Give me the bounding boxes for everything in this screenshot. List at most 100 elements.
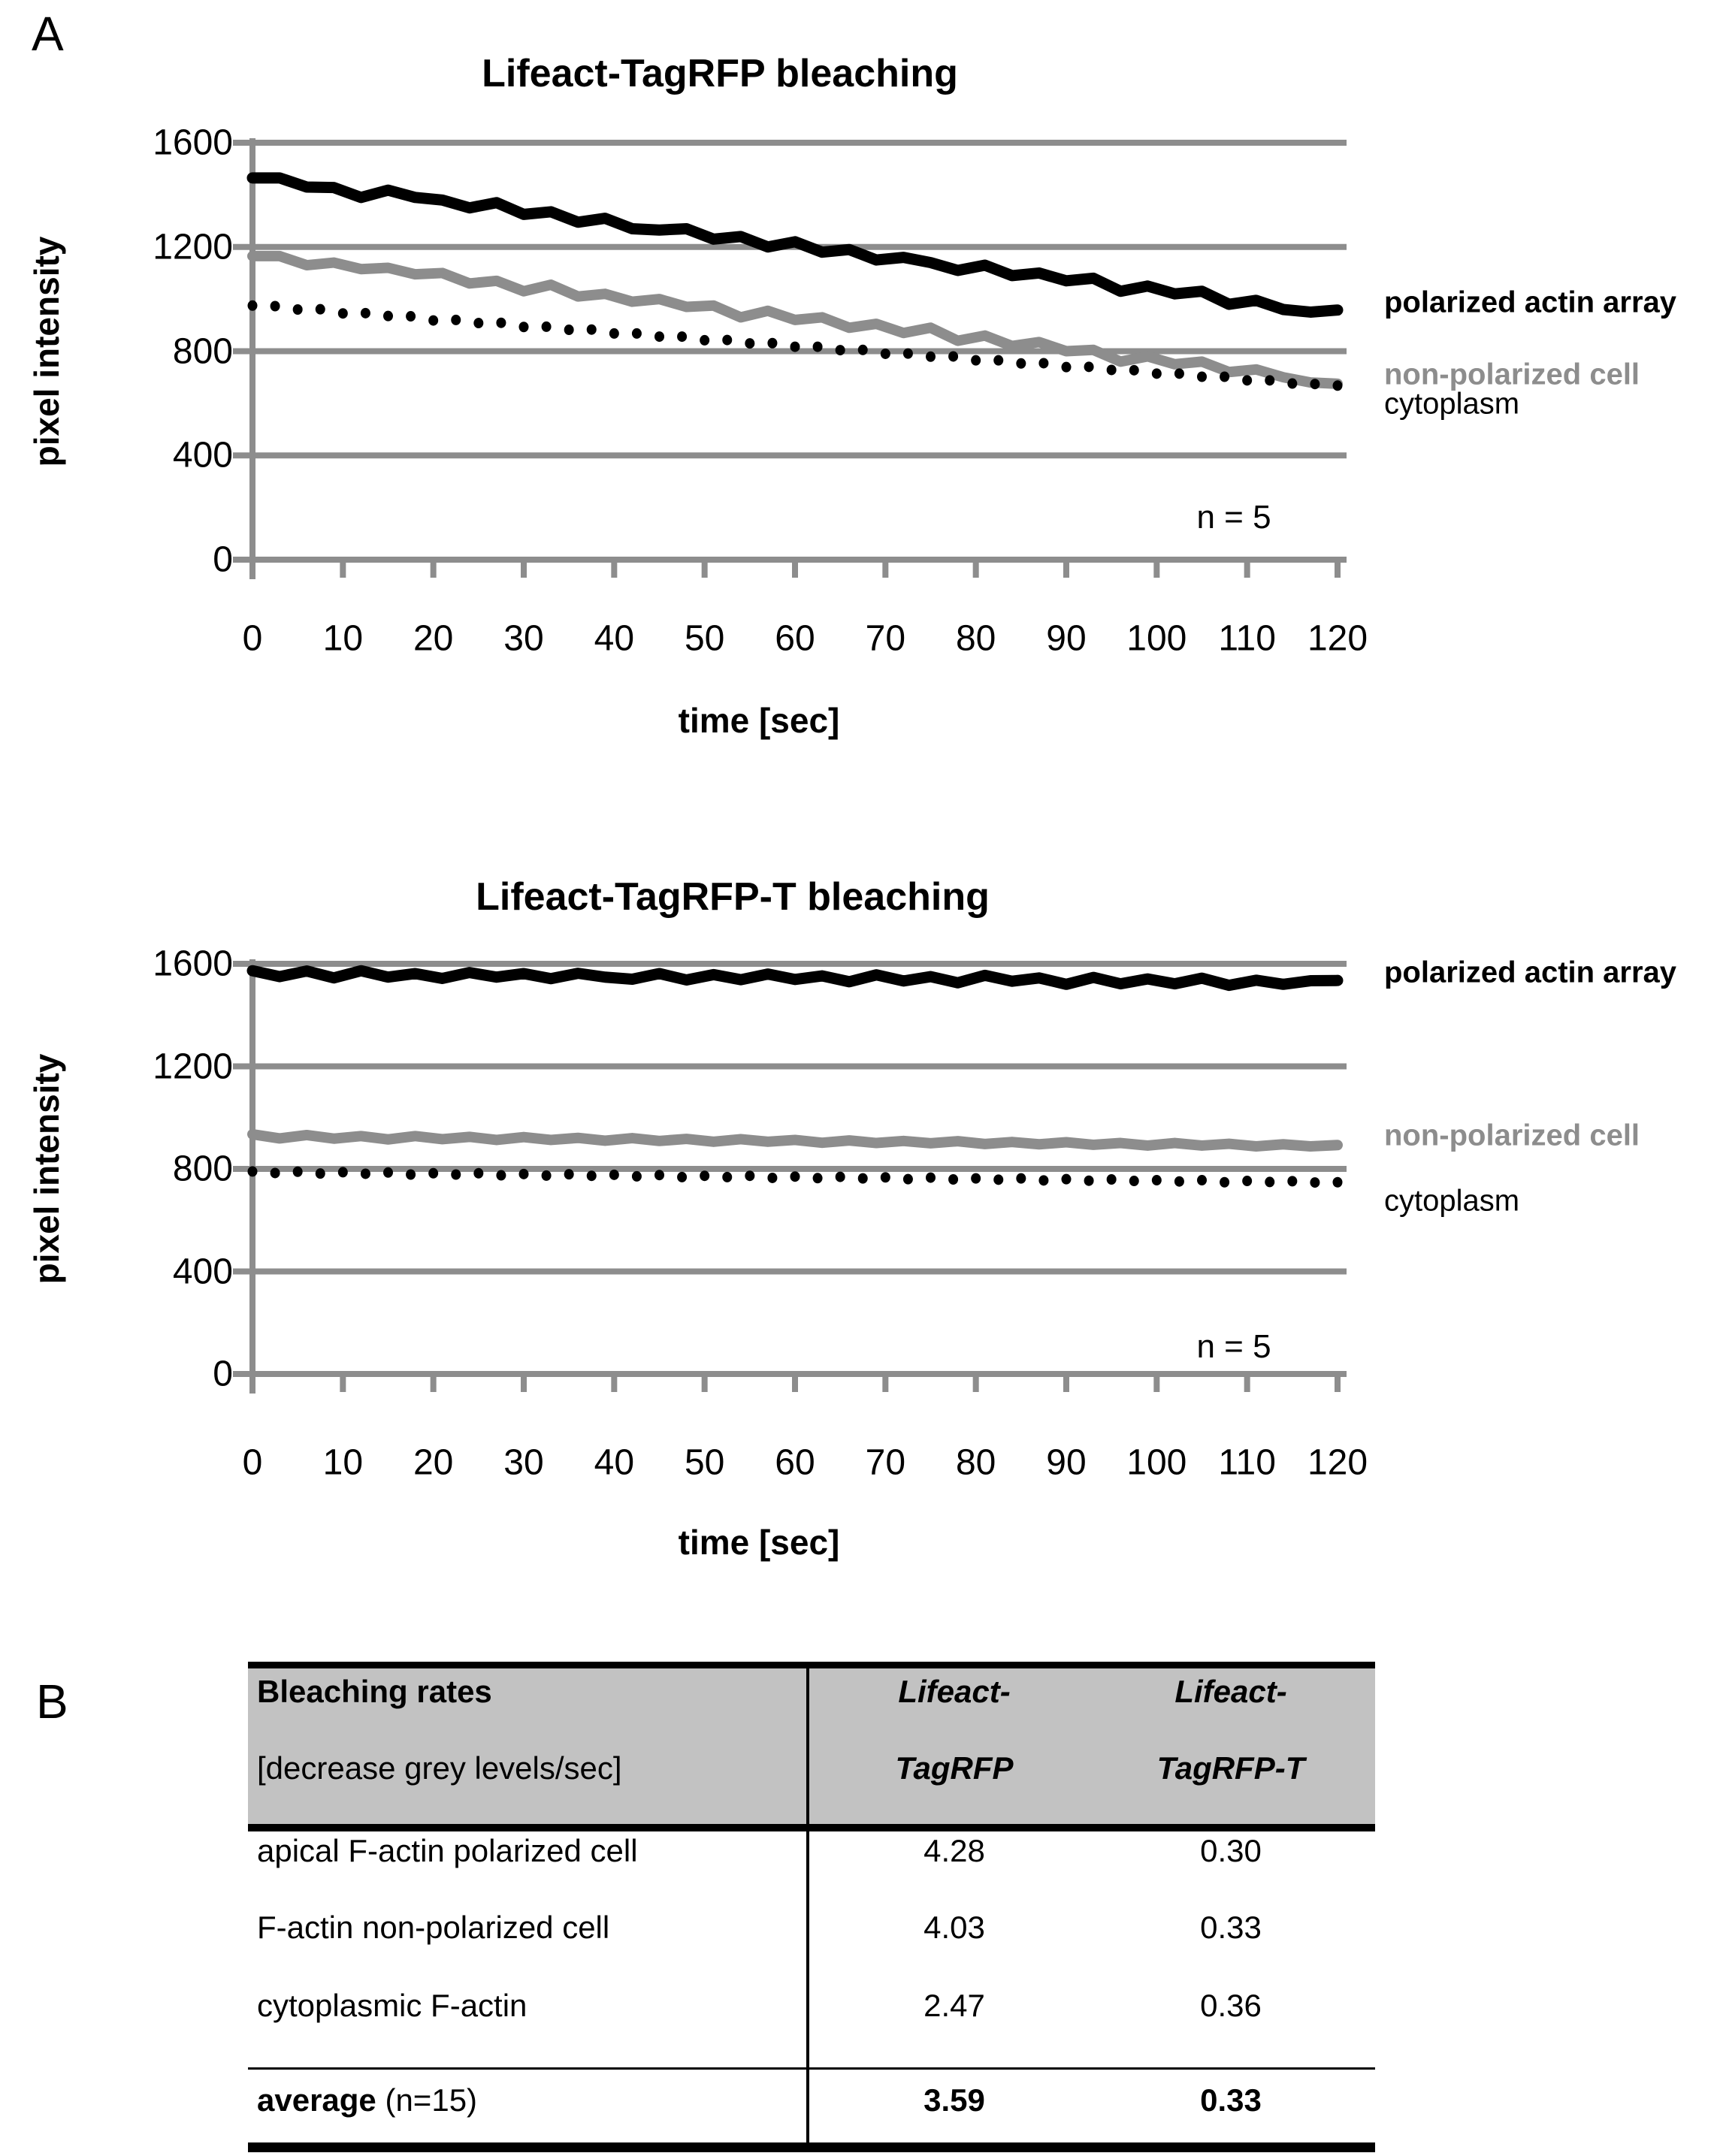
series-dot-cytoplasm	[473, 1167, 484, 1179]
series-dot-cytoplasm	[609, 328, 619, 339]
x-tick-label: 30	[503, 1442, 544, 1483]
series-dot-cytoplasm	[993, 1174, 1004, 1185]
x-tick-label: 20	[413, 618, 454, 659]
row-label: cytoplasmic F-actin	[257, 1988, 528, 2023]
chart2-n-annotation: n = 5	[1196, 1328, 1271, 1365]
x-tick-label: 90	[1046, 1442, 1087, 1483]
y-tick-label: 1200	[153, 1046, 233, 1086]
series-dot-cytoplasm	[902, 1173, 913, 1185]
series-dot-cytoplasm	[1106, 1173, 1117, 1185]
series-dot-cytoplasm	[541, 1170, 552, 1181]
row-tagrfp-value: 4.03	[924, 1910, 985, 1945]
series-dot-cytoplasm	[383, 310, 393, 322]
series-dot-cytoplasm	[337, 308, 348, 319]
series-dot-cytoplasm	[993, 355, 1004, 366]
series-dot-cytoplasm	[857, 344, 868, 355]
series-dot-cytoplasm	[1332, 1176, 1343, 1188]
row-label: apical F-actin polarized cell	[257, 1833, 638, 1868]
series-dot-cytoplasm	[677, 1171, 688, 1182]
series-dot-cytoplasm	[1332, 380, 1343, 391]
series-dot-cytoplasm	[1106, 364, 1117, 376]
series-dot-cytoplasm	[383, 1167, 393, 1178]
y-tick-label: 1200	[153, 227, 233, 267]
legend-label-polarized-actin-array: polarized actin array	[1384, 285, 1677, 319]
x-tick-label: 70	[865, 1442, 906, 1483]
series-dot-cytoplasm	[1084, 1175, 1094, 1186]
series-dot-cytoplasm	[971, 355, 981, 366]
series-dot-cytoplasm	[270, 300, 280, 312]
series-dot-cytoplasm	[926, 351, 936, 362]
series-dot-cytoplasm	[473, 318, 484, 329]
series-dot-cytoplasm	[406, 311, 416, 322]
row-tagrfp-value: 2.47	[924, 1988, 985, 2023]
x-tick-label: 100	[1126, 618, 1187, 659]
legend-label-polarized-actin-array: polarized actin array	[1384, 956, 1677, 989]
chart2-title: Lifeact-TagRFP-T bleaching	[476, 875, 990, 919]
series-dot-cytoplasm	[700, 1170, 710, 1182]
series-dot-cytoplasm	[700, 334, 710, 346]
chart1-n-annotation: n = 5	[1196, 499, 1271, 536]
series-dot-cytoplasm	[1016, 1173, 1026, 1184]
series-dot-cytoplasm	[948, 1173, 959, 1185]
chart2-x-axis-label: time [sec]	[678, 1523, 840, 1562]
row-tagrfp-t-value: 0.33	[1200, 1910, 1262, 1945]
series-dot-cytoplasm	[541, 321, 552, 332]
x-tick-label: 110	[1218, 1442, 1276, 1483]
series-dot-cytoplasm	[631, 328, 642, 339]
panel-b-label: B	[36, 1674, 68, 1729]
series-dot-cytoplasm	[564, 325, 574, 336]
series-dot-cytoplasm	[564, 1169, 574, 1180]
series-dot-cytoplasm	[631, 1170, 642, 1182]
x-tick-label: 100	[1126, 1442, 1187, 1483]
table-col2-header-line2: TagRFP	[895, 1750, 1014, 1786]
table-header-background	[248, 1668, 1375, 1824]
series-dot-cytoplasm	[292, 1166, 303, 1177]
series-dot-cytoplasm	[902, 348, 913, 359]
series-dot-cytoplasm	[586, 324, 597, 335]
series-dot-cytoplasm	[1265, 375, 1275, 386]
table-header-title: Bleaching rates	[257, 1674, 492, 1709]
series-dot-cytoplasm	[926, 1172, 936, 1183]
legend-label-cytoplasm: cytoplasm	[1384, 1184, 1520, 1218]
series-dot-cytoplasm	[247, 1166, 258, 1177]
x-tick-label: 40	[594, 1442, 635, 1483]
series-dot-cytoplasm	[1287, 378, 1298, 389]
row-tagrfp-t-value: 0.36	[1200, 1988, 1262, 2023]
series-dot-cytoplasm	[518, 322, 529, 333]
series-line-non-polarized-cell	[247, 250, 1343, 389]
series-dot-cytoplasm	[1310, 1177, 1320, 1188]
y-tick-label: 1600	[153, 944, 233, 984]
series-dot-cytoplasm	[1084, 361, 1094, 373]
x-tick-label: 50	[684, 618, 725, 659]
series-dot-cytoplasm	[790, 341, 800, 352]
legend-label-non-polarized-cell: non-polarized cell	[1384, 358, 1640, 391]
y-tick-label: 1600	[153, 122, 233, 163]
table-col3-header-line2: TagRFP-T	[1156, 1750, 1305, 1786]
x-tick-label: 90	[1046, 618, 1087, 659]
series-dot-cytoplasm	[1061, 361, 1072, 373]
chart1-title: Lifeact-TagRFP bleaching	[482, 52, 958, 95]
x-tick-label: 120	[1307, 1442, 1368, 1483]
series-dot-cytoplasm	[1061, 1173, 1072, 1185]
row-tagrfp-value: 4.28	[924, 1833, 985, 1868]
series-dot-cytoplasm	[428, 315, 439, 326]
x-tick-label: 0	[242, 618, 263, 659]
series-dot-cytoplasm	[1174, 368, 1184, 379]
series-line-polarized-actin-array	[246, 965, 1344, 992]
x-tick-label: 80	[955, 618, 996, 659]
series-dot-cytoplasm	[767, 1172, 778, 1183]
y-tick-label: 800	[172, 331, 233, 371]
chart1-y-axis-label: pixel intensity	[27, 236, 66, 467]
series-dot-cytoplasm	[1151, 368, 1162, 379]
row-label: F-actin non-polarized cell	[257, 1910, 610, 1945]
series-dot-cytoplasm	[1197, 1175, 1207, 1186]
series-dot-cytoplasm	[812, 1173, 823, 1184]
series-dot-cytoplasm	[428, 1167, 439, 1179]
x-tick-label: 80	[955, 1442, 996, 1483]
series-dot-cytoplasm	[835, 345, 845, 356]
x-tick-label: 10	[322, 618, 364, 659]
x-tick-label: 50	[684, 1442, 725, 1483]
x-tick-label: 120	[1307, 618, 1368, 659]
series-dot-cytoplasm	[1265, 1176, 1275, 1188]
